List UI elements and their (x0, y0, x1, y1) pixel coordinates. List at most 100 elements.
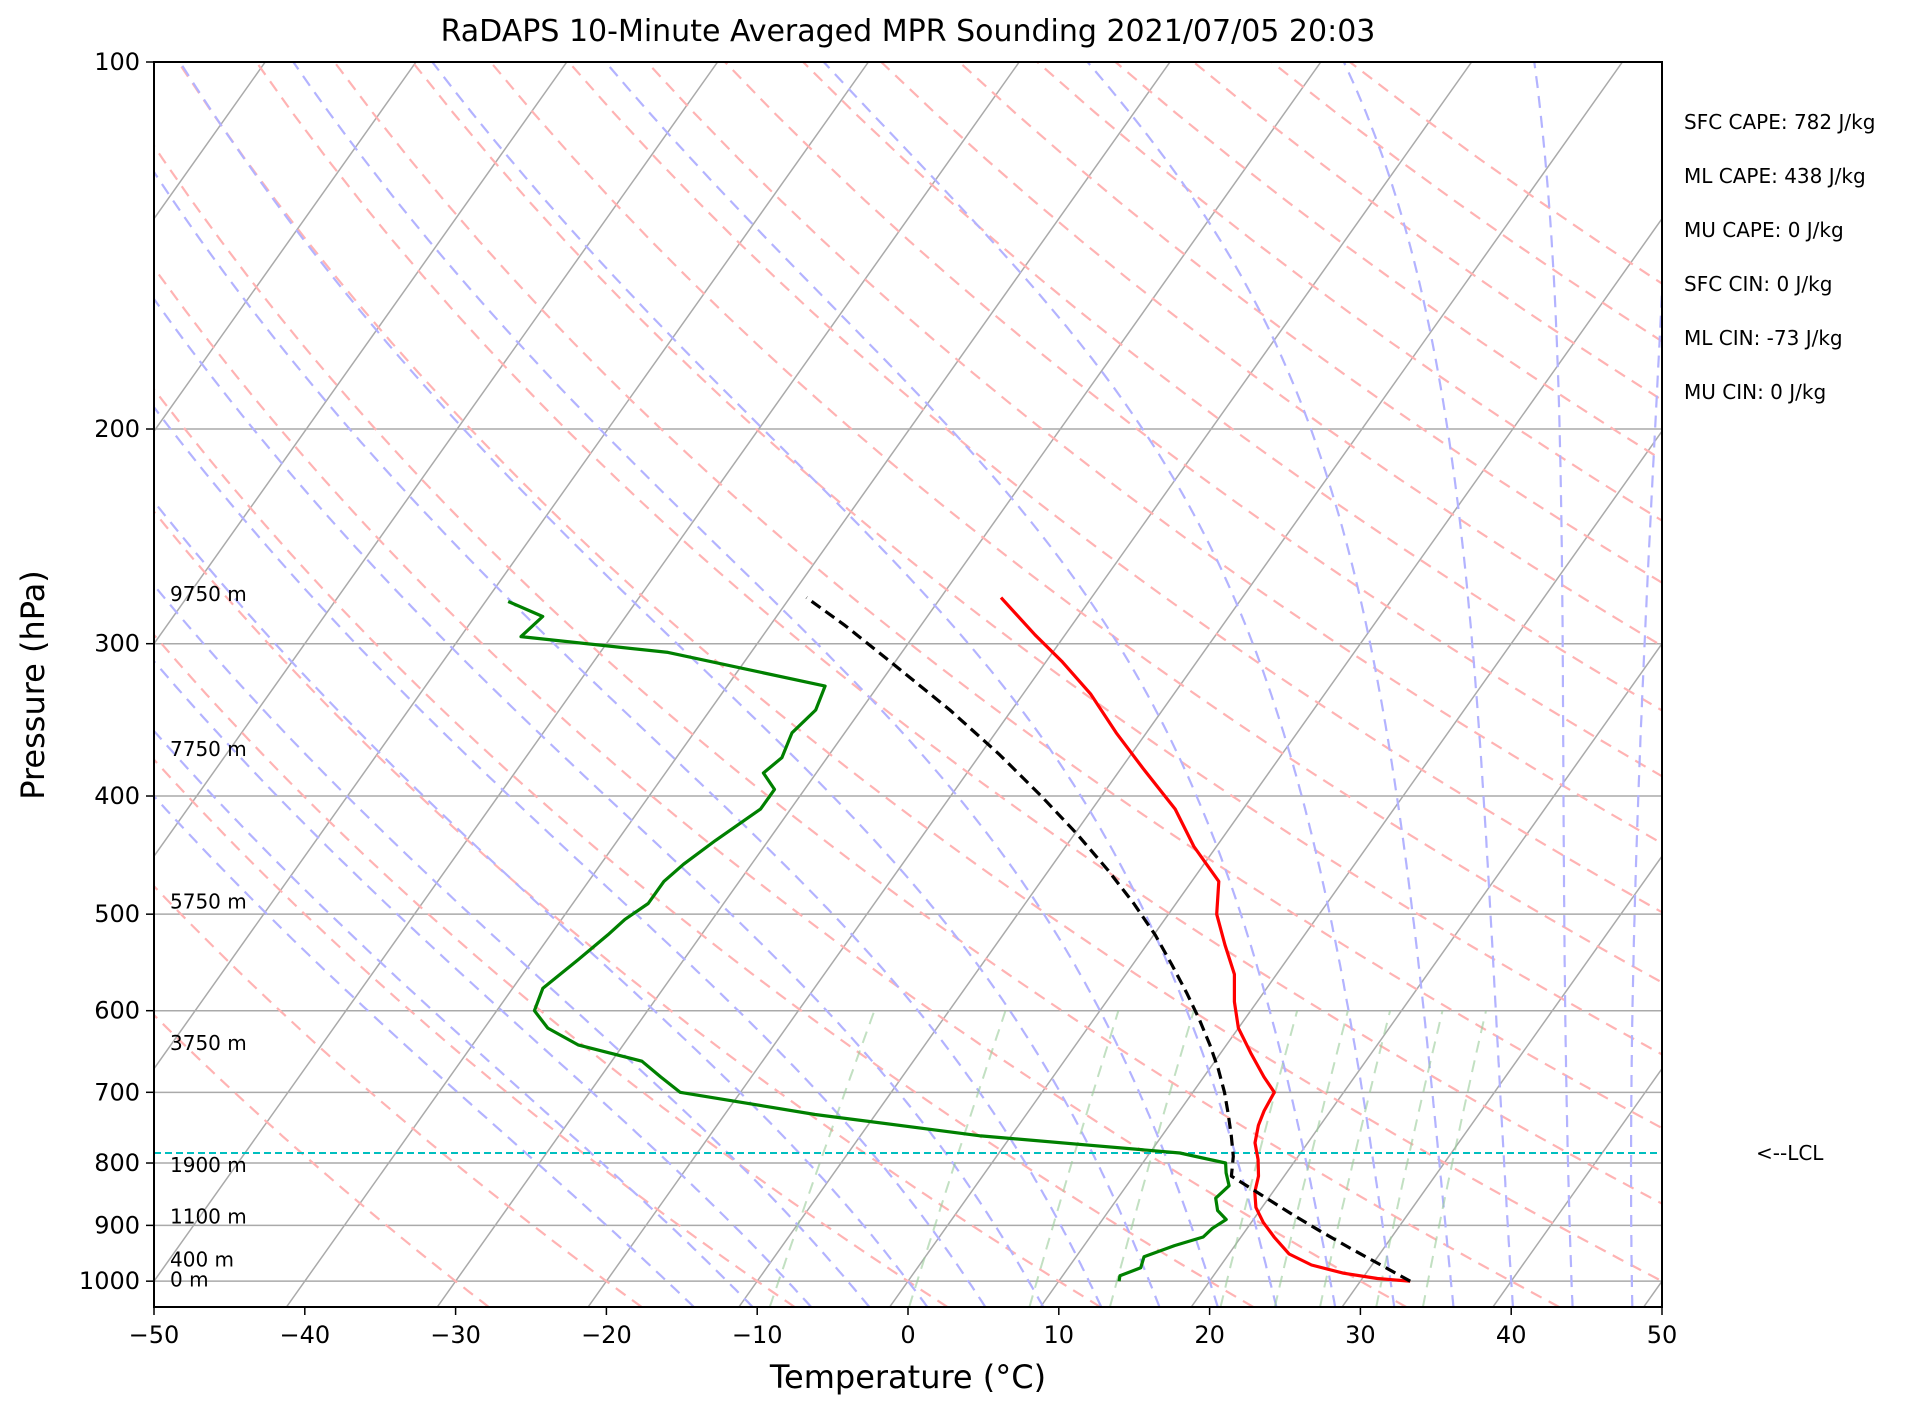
x-tick-label: −20 (581, 1321, 632, 1349)
dry-adiabat (255, 62, 1662, 1205)
temperature-trace (999, 596, 1411, 1283)
moist-adiabat (154, 794, 695, 1307)
moist-adiabat (822, 62, 1396, 1307)
dry-adiabat (880, 62, 1662, 648)
dry-adiabat (411, 62, 1662, 1056)
isotherm-gridline (1341, 854, 1662, 1307)
profile-traces (154, 596, 1662, 1283)
moist-adiabat (1086, 62, 1455, 1307)
height-label: 9750 m (170, 582, 247, 606)
x-tick-label: −50 (129, 1321, 180, 1349)
height-labels: 9750 m 7750 m 5750 m 3750 m 1900 m 1100 m 400 … (170, 582, 247, 1292)
x-tick-label: −40 (279, 1321, 330, 1349)
grid-layer (154, 62, 1662, 1307)
moist-adiabat (154, 659, 813, 1307)
y-tick-label: 100 (94, 48, 140, 76)
mixing-ratio-line (1219, 1010, 1299, 1307)
dry-adiabat (154, 509, 1101, 1307)
moist-adiabat (1629, 269, 1662, 1307)
x-tick-label: 0 (900, 1321, 915, 1349)
y-tick-label: 1000 (79, 1267, 140, 1295)
dry-adiabat (724, 62, 1662, 778)
isotherm-gridline (154, 62, 870, 1070)
x-tick-label: 40 (1496, 1321, 1527, 1349)
isotherm-gridline (154, 62, 568, 645)
height-label: 7750 m (170, 737, 247, 761)
moist-adiabat (431, 62, 1278, 1307)
y-tick-label: 800 (94, 1149, 140, 1177)
stat-sfc-cin: SFC CIN: 0 J/kg (1684, 272, 1833, 296)
moist-adiabat (154, 583, 871, 1307)
dry-adiabat (489, 62, 1662, 984)
parcel-trace (805, 596, 1411, 1283)
y-tick-label: 900 (94, 1211, 140, 1239)
y-tick-label: 300 (94, 630, 140, 658)
mixing-ratio-line (908, 1010, 1007, 1307)
dewpoint-trace (507, 600, 1231, 1282)
auxiliary-lines (154, 62, 1662, 1307)
dry-adiabat (1114, 62, 1662, 462)
y-axis-label: Pressure (hPa) (14, 570, 52, 800)
stat-mu-cin: MU CIN: 0 J/kg (1684, 380, 1827, 404)
x-tick-label: −10 (732, 1321, 783, 1349)
moist-adiabat (154, 170, 1103, 1307)
y-tick-label: 700 (94, 1078, 140, 1106)
moist-adiabat (1342, 62, 1514, 1307)
isotherm-gridline (285, 62, 1171, 1307)
x-axis-label: Temperature (°C) (769, 1358, 1046, 1396)
stat-sfc-cape: SFC CAPE: 782 J/kg (1684, 110, 1876, 134)
isotherm-gridline (1643, 1279, 1662, 1307)
stat-mu-cape: MU CAPE: 0 J/kg (1684, 218, 1844, 242)
dry-adiabat (154, 387, 1254, 1307)
x-tick-label: 30 (1345, 1321, 1376, 1349)
dry-adiabat (154, 758, 796, 1307)
height-label: 400 m (170, 1248, 234, 1272)
mixing-ratio-line (1319, 1010, 1392, 1307)
dry-adiabat (802, 62, 1662, 712)
height-label: 1100 m (170, 1204, 247, 1228)
moist-adiabat (154, 405, 987, 1307)
y-tick-label: 200 (94, 415, 140, 443)
isotherm-gridline (154, 62, 417, 433)
y-tick-label: 600 (94, 997, 140, 1025)
x-tick-label: 10 (1044, 1321, 1075, 1349)
x-tick-label: 20 (1194, 1321, 1225, 1349)
isotherm-gridline (436, 62, 1322, 1307)
dry-adiabat (333, 62, 1662, 1130)
mixing-ratio-line (1108, 1010, 1195, 1307)
dry-adiabat (567, 62, 1662, 914)
isotherm-gridline (889, 217, 1662, 1307)
moist-adiabat (154, 297, 1045, 1307)
stat-ml-cape: ML CAPE: 438 J/kg (1684, 164, 1866, 188)
isotherm-gridline (1039, 429, 1662, 1307)
moist-adiabat (604, 62, 1337, 1307)
height-label: 1900 m (170, 1153, 247, 1177)
moist-adiabat (178, 62, 1161, 1307)
isotherm-gridline (154, 62, 719, 858)
y-tick-label: 500 (94, 900, 140, 928)
dry-adiabat (1192, 62, 1662, 402)
moist-adiabat (1533, 62, 1574, 1307)
mixing-ratio-line (1421, 1010, 1487, 1307)
moist-adiabat (154, 499, 929, 1307)
dry-adiabat (154, 143, 1560, 1307)
y-tick-label: 400 (94, 782, 140, 810)
isotherm-gridline (1190, 642, 1662, 1307)
dry-adiabat (646, 62, 1662, 845)
dry-adiabat (177, 62, 1662, 1283)
chart-title: RaDAPS 10-Minute Averaged MPR Sounding 2… (440, 14, 1376, 49)
dry-adiabat (154, 884, 643, 1307)
moist-adiabat (292, 62, 1219, 1307)
isotherm-gridline (1492, 1067, 1662, 1307)
height-label: 5750 m (170, 889, 247, 913)
stat-ml-cin: ML CIN: -73 J/kg (1684, 326, 1843, 350)
mixing-ratio-line (768, 1010, 876, 1307)
mixing-ratio-line (1028, 1010, 1120, 1307)
x-tick-label: 50 (1647, 1321, 1678, 1349)
isotherm-gridline (587, 62, 1473, 1307)
moist-adiabat (154, 729, 754, 1307)
x-tick-label: −30 (430, 1321, 481, 1349)
mixing-ratio-line (1273, 1010, 1349, 1307)
